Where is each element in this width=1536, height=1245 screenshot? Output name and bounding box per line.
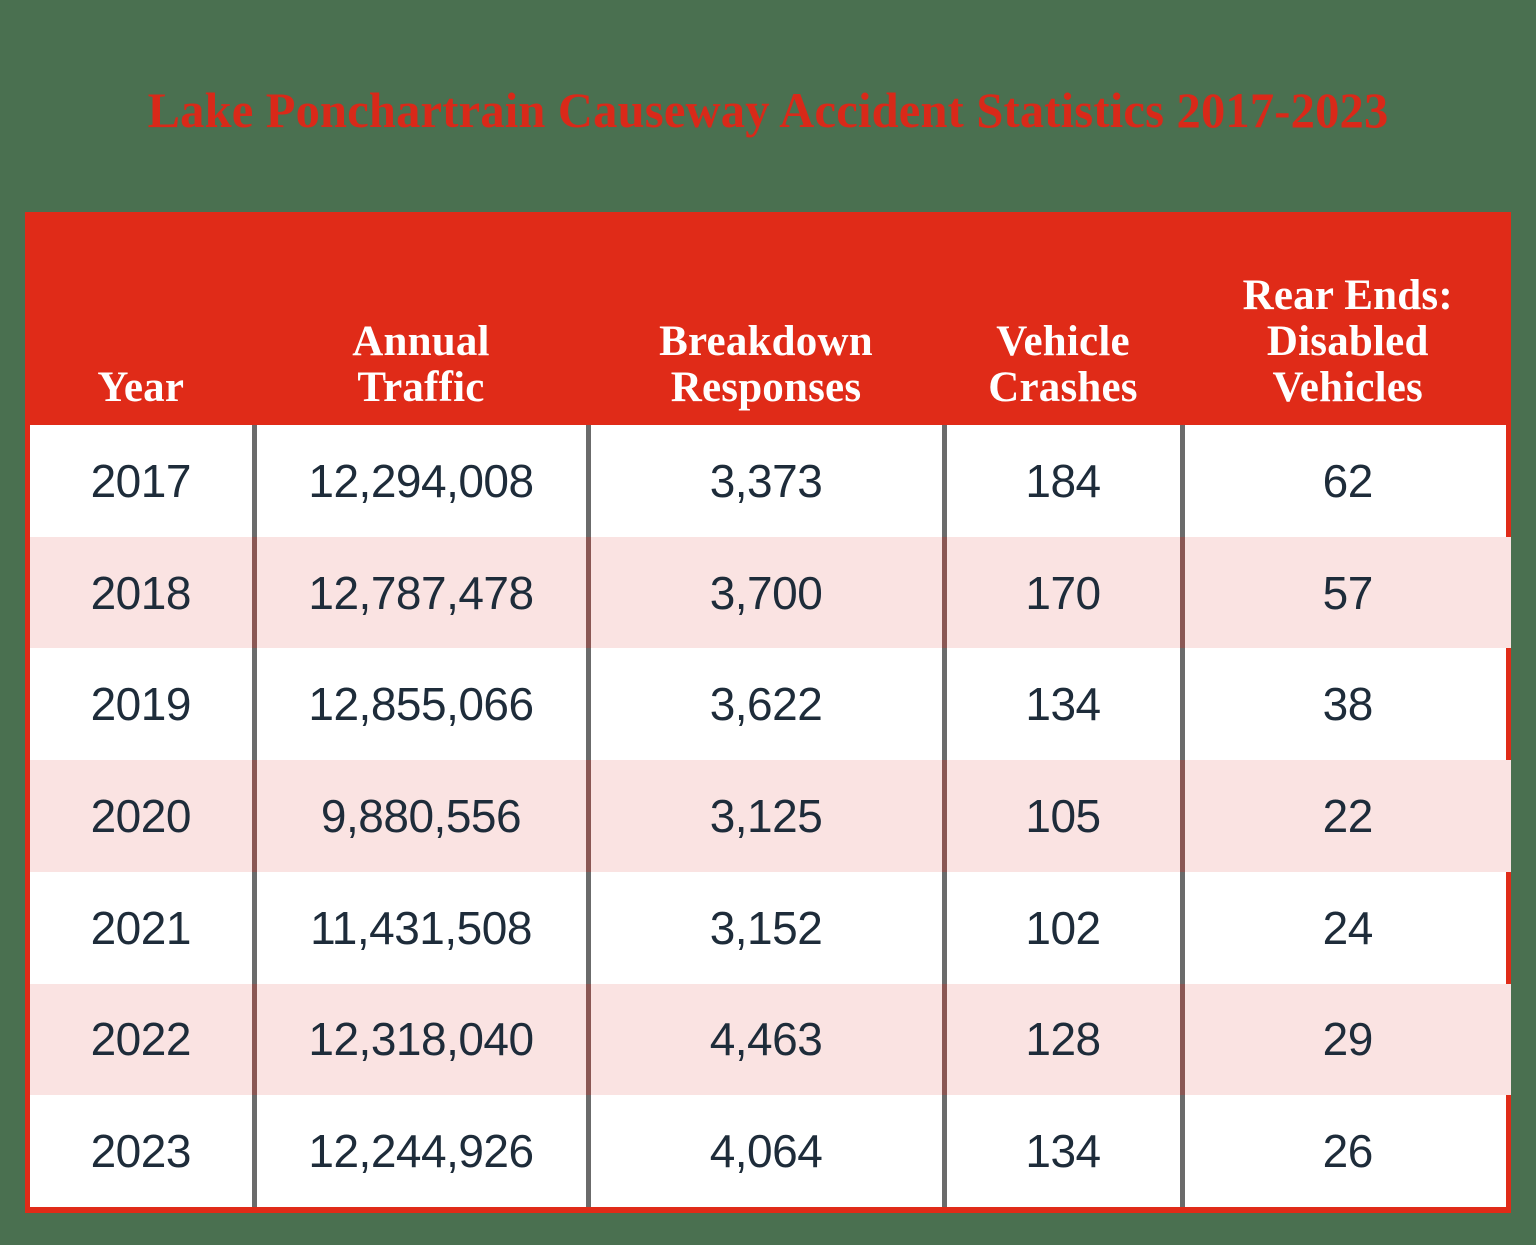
cell-year: 2020 [30, 760, 254, 872]
cell-vehicle-crashes: 170 [941, 536, 1182, 649]
cell-breakdown-responses: 3,373 [585, 425, 944, 537]
header-line: Annual [352, 318, 490, 365]
column-header-year: Year [30, 212, 254, 425]
header-line: Rear Ends: [1242, 272, 1453, 319]
header-line: Responses [670, 364, 862, 411]
cell-annual-traffic: 12,294,008 [251, 425, 588, 537]
header-line: Breakdown [659, 318, 873, 365]
column-header-vehicle-crashes: Vehicle Crashes [944, 212, 1182, 425]
column-header-rear-ends-disabled-vehicles: Rear Ends: Disabled Vehicles [1182, 212, 1511, 425]
cell-rear-ends: 38 [1179, 648, 1511, 761]
cell-year: 2019 [90, 678, 192, 731]
header-line: Crashes [988, 364, 1138, 411]
cell-annual-traffic: 12,244,926 [251, 1095, 588, 1207]
header-row: Year Annual Traffic Breakdown Responses … [30, 212, 1511, 425]
cell-rear-ends: 29 [1179, 983, 1511, 1096]
cell-annual-traffic: 12,787,478 [251, 536, 588, 649]
cell-vehicle-crashes: 184 [941, 425, 1182, 537]
table-row: 2021 11,431,508 3,152 102 24 [30, 871, 1511, 984]
page-title: Lake Ponchartrain Causeway Accident Stat… [147, 82, 1389, 138]
cell-year: 2023 [90, 1125, 192, 1178]
column-header-breakdown-responses: Breakdown Responses [588, 212, 944, 425]
cell-breakdown-responses: 4,463 [585, 983, 944, 1096]
accident-statistics-table: Year Annual Traffic Breakdown Responses … [30, 212, 1511, 1207]
cell-vehicle-crashes: 134 [941, 648, 1182, 761]
cell-breakdown-responses: 4,064 [585, 1095, 944, 1207]
table-row: 2018 12,787,478 3,700 170 57 [30, 536, 1511, 649]
cell-vehicle-crashes: 102 [941, 871, 1182, 984]
cell-breakdown-responses: 3,152 [585, 871, 944, 984]
header-line: Disabled [1266, 318, 1429, 365]
cell-year: 2018 [30, 536, 254, 649]
stats-table-container: Year Annual Traffic Breakdown Responses … [25, 212, 1511, 1213]
table-row: 2020 9,880,556 3,125 105 22 [30, 760, 1511, 872]
table-row: 2023 12,244,926 4,064 134 26 [30, 1095, 1511, 1207]
cell-annual-traffic: 9,880,556 [251, 760, 588, 872]
cell-year: 2017 [90, 454, 192, 507]
table-row: 2019 12,855,066 3,622 134 38 [30, 648, 1511, 761]
cell-rear-ends: 57 [1179, 536, 1511, 649]
column-header-annual-traffic: Annual Traffic [254, 212, 588, 425]
cell-rear-ends: 62 [1179, 425, 1511, 537]
cell-year: 2021 [90, 901, 192, 954]
header-line: Vehicle [996, 318, 1130, 365]
header-line: Traffic [357, 364, 485, 411]
cell-rear-ends: 24 [1179, 871, 1511, 984]
header-line: Year [97, 364, 185, 411]
cell-year: 2022 [30, 983, 254, 1096]
cell-rear-ends: 26 [1179, 1095, 1511, 1207]
cell-breakdown-responses: 3,700 [585, 536, 944, 649]
cell-breakdown-responses: 3,622 [585, 648, 944, 761]
cell-annual-traffic: 12,318,040 [251, 983, 588, 1096]
header-line: Vehicles [1272, 364, 1423, 411]
table-row: 2017 12,294,008 3,373 184 62 [30, 425, 1511, 537]
cell-annual-traffic: 11,431,508 [251, 871, 588, 984]
cell-rear-ends: 22 [1179, 760, 1511, 872]
cell-vehicle-crashes: 134 [941, 1095, 1182, 1207]
cell-vehicle-crashes: 105 [941, 760, 1182, 872]
cell-vehicle-crashes: 128 [941, 983, 1182, 1096]
table-header: Year Annual Traffic Breakdown Responses … [30, 212, 1511, 425]
table-row: 2022 12,318,040 4,463 128 29 [30, 983, 1511, 1096]
cell-annual-traffic: 12,855,066 [251, 648, 588, 761]
cell-breakdown-responses: 3,125 [585, 760, 944, 872]
table-body: 2017 12,294,008 3,373 184 62 2018 12,787… [30, 425, 1511, 1207]
